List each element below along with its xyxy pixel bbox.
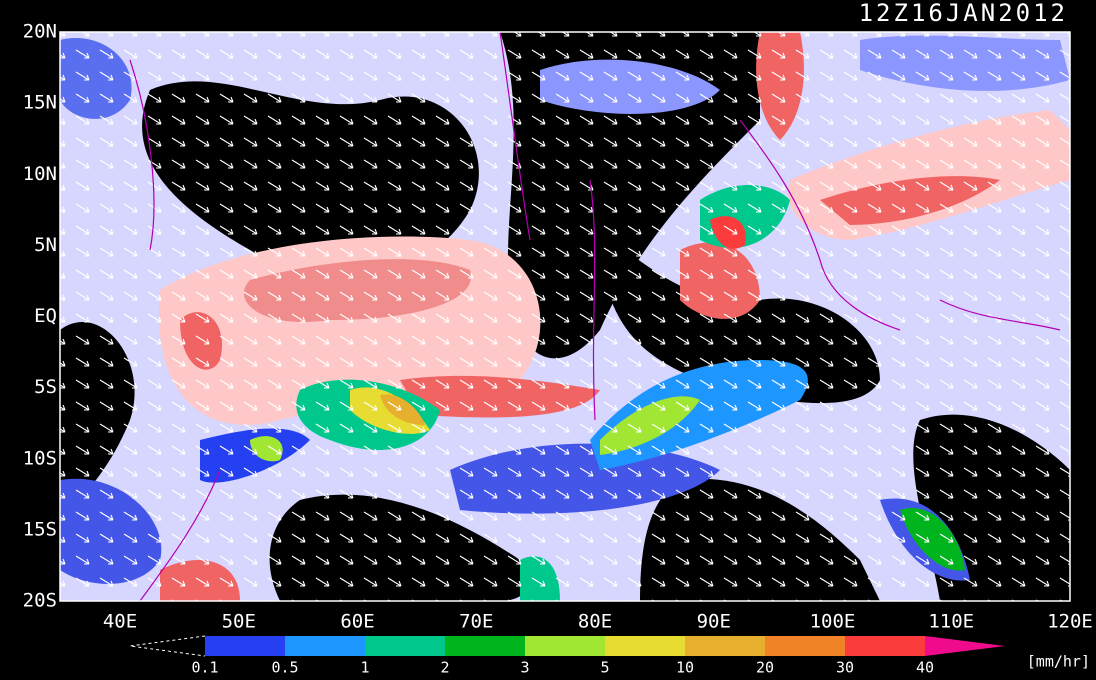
lon-label: 80E (578, 611, 612, 633)
map-title: 12Z16JAN2012 (859, 0, 1068, 27)
colorbar: 0.1 0.5 1 2 3 5 10 20 30 40 [mm/hr] (129, 635, 1090, 677)
coastline (129, 32, 1061, 601)
colorbar-label: 1 (360, 659, 369, 677)
field (60, 32, 1070, 601)
colorbar-segment (765, 636, 845, 656)
wind-arrows (60, 32, 1070, 601)
axes: 20N 15N 10N 5N EQ 5S 10S 15S 20S 40E 50E 60E 70E 80E 9… (23, 21, 1093, 633)
colorbar-segment (445, 636, 525, 656)
colorbar-over (925, 636, 1005, 656)
colorbar-segment (605, 636, 685, 656)
colorbar-segment (685, 636, 765, 656)
colorbar-segment (525, 636, 605, 656)
colorbar-label: 20 (756, 659, 774, 677)
lon-label: 120E (1047, 611, 1093, 633)
lat-label: 5S (34, 376, 57, 398)
lat-label: 15S (23, 518, 57, 540)
colorbar-segment (205, 636, 285, 656)
lat-label: 20N (23, 21, 57, 43)
lat-label: 10S (23, 447, 57, 469)
lat-label: EQ (34, 305, 57, 327)
colorbar-label: 40 (916, 659, 934, 677)
plot-frame (59, 31, 1071, 602)
lon-label: 100E (810, 611, 856, 633)
lat-label: 5N (34, 234, 57, 256)
colorbar-segment (365, 636, 445, 656)
lat-label: 15N (23, 92, 57, 114)
colorbar-segment (285, 636, 365, 656)
colorbar-units: [mm/hr] (1027, 653, 1090, 671)
lon-label: 50E (222, 611, 256, 633)
colorbar-label: 0.1 (191, 659, 218, 677)
colorbar-segment (845, 636, 925, 656)
lon-label: 110E (928, 611, 974, 633)
lat-label: 20S (23, 590, 57, 612)
colorbar-label: 0.5 (271, 659, 298, 677)
colorbar-label: 2 (440, 659, 449, 677)
lon-label: 90E (697, 611, 731, 633)
colorbar-under (129, 635, 206, 657)
lat-label: 10N (23, 163, 57, 185)
lon-label: 60E (340, 611, 374, 633)
colorbar-label: 30 (836, 659, 854, 677)
lon-label: 40E (103, 611, 137, 633)
colorbar-label: 3 (520, 659, 529, 677)
colorbar-label: 10 (676, 659, 694, 677)
lon-label: 70E (459, 611, 493, 633)
colorbar-label: 5 (600, 659, 609, 677)
